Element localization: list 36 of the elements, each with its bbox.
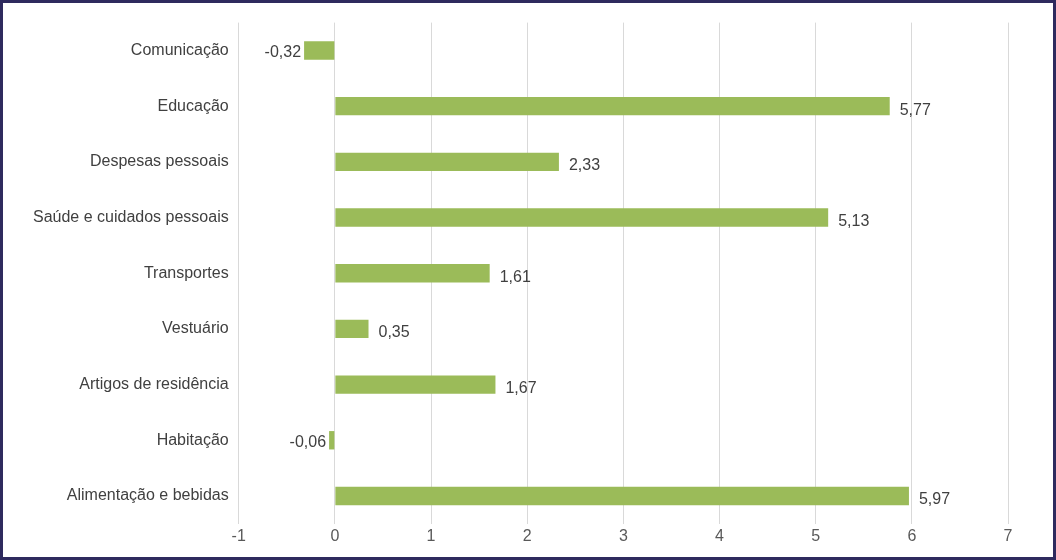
data-label: 2,33 <box>568 156 601 174</box>
bar <box>335 319 369 339</box>
y-tick-label: Artigos de residência <box>79 374 229 392</box>
data-label: -0,06 <box>289 432 327 450</box>
y-tick-label: Despesas pessoais <box>89 152 229 170</box>
data-label: -0,32 <box>264 42 302 60</box>
bar <box>329 431 335 450</box>
data-label: 5,13 <box>838 211 870 229</box>
data-label: 0,35 <box>378 323 410 341</box>
y-tick-label: Alimentação e bebidas <box>66 486 229 504</box>
data-label: 5,77 <box>899 100 931 118</box>
y-tick-label: Habitação <box>156 430 229 448</box>
x-tick-label: 0 <box>330 526 340 544</box>
y-tick-label: Saúde e cuidados pessoais <box>32 207 229 225</box>
x-tick-label: 4 <box>715 526 725 544</box>
data-label: 1,67 <box>505 378 537 396</box>
y-tick-label: Vestuário <box>161 319 229 337</box>
x-tick-label: 5 <box>811 526 821 544</box>
x-tick-label: 2 <box>522 526 532 544</box>
data-label: 5,97 <box>918 490 951 508</box>
x-tick-label: 3 <box>618 526 628 544</box>
y-tick-label: Transportes <box>143 263 229 281</box>
x-tick-label: 1 <box>426 526 436 544</box>
y-tick-label: Comunicação <box>130 40 229 58</box>
x-tick-label: 6 <box>907 526 917 544</box>
data-label: 1,61 <box>499 267 531 285</box>
bar <box>335 96 890 116</box>
x-tick-label: 7 <box>1003 526 1013 544</box>
bar <box>335 264 490 283</box>
bar <box>335 208 829 227</box>
x-tick-label: -1 <box>231 526 246 544</box>
bar <box>335 152 559 172</box>
y-tick-label: Educação <box>157 96 229 114</box>
bar <box>335 486 909 506</box>
bar <box>335 375 496 394</box>
bar <box>304 41 335 60</box>
